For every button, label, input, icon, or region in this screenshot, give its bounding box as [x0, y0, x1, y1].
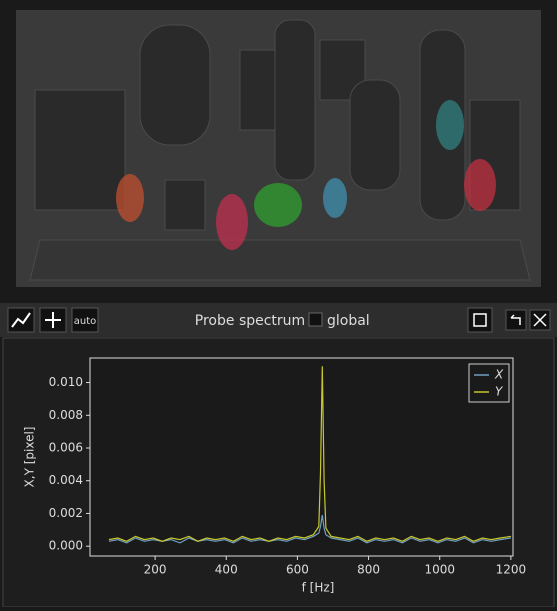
y-tick-label: 0.006 — [49, 441, 83, 455]
y-axis-label: X,Y [pixel] — [23, 427, 37, 488]
y-tick-label: 0.004 — [49, 473, 83, 487]
plot-button[interactable] — [8, 308, 34, 332]
plot-area — [90, 358, 513, 556]
auto-label: auto — [74, 316, 97, 327]
save-button[interactable] — [468, 308, 492, 332]
y-tick-label: 0.002 — [49, 506, 83, 520]
checkbox-label: global — [327, 313, 370, 329]
x-tick-label: 200 — [144, 563, 167, 577]
x-axis-label: f [Hz] — [302, 581, 335, 595]
y-tick-label: 0.008 — [49, 408, 83, 422]
legend-label: X — [494, 368, 504, 382]
x-tick-label: 1000 — [424, 563, 455, 577]
panel-title: Probe spectrum — [195, 313, 305, 329]
x-tick-label: 1200 — [496, 563, 527, 577]
undock-button[interactable] — [506, 310, 526, 330]
global-checkbox[interactable] — [309, 313, 322, 326]
x-tick-label: 600 — [286, 563, 309, 577]
y-tick-label: 0.010 — [49, 375, 83, 389]
app: auto Probe spectrum global f [Hz] X,Y [p… — [0, 0, 557, 607]
y-tick-label: 0.000 — [49, 539, 83, 553]
x-tick-label: 800 — [357, 563, 380, 577]
window: auto Probe spectrum global f [Hz] X,Y [p… — [0, 0, 557, 607]
x-tick-label: 400 — [215, 563, 238, 577]
